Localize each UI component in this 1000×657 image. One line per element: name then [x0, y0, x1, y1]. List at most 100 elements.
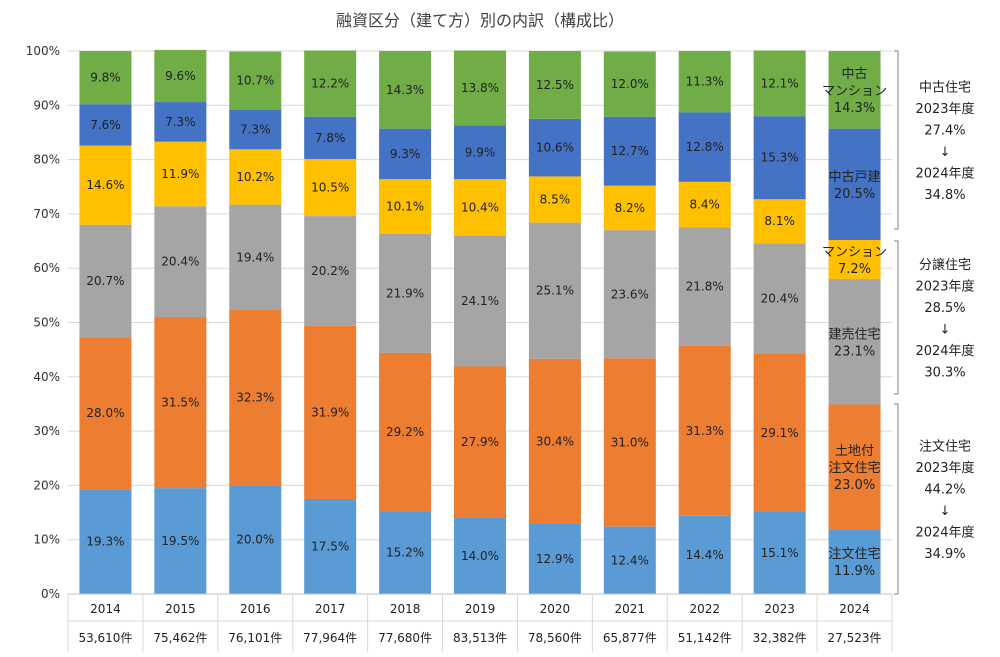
data-label: 土地付	[835, 444, 874, 459]
data-label: 9.3%	[390, 147, 421, 161]
data-label: 10.2%	[236, 170, 274, 184]
bars: 19.3% 28.0% 20.7% 14.6% 7.6% 9.8% 19.5% 31.5% 20…	[79, 49, 887, 594]
data-label: 20.7%	[86, 274, 124, 288]
bar-segment	[528, 523, 581, 594]
data-label: 12.4%	[611, 553, 649, 567]
data-label: 建売住宅	[829, 326, 881, 342]
data-label: 12.8%	[686, 140, 724, 154]
bar-segment	[603, 358, 656, 527]
y-tick-label: 60%	[33, 261, 60, 275]
data-label: 28.0%	[86, 406, 124, 420]
y-tick-label: 40%	[33, 370, 60, 384]
x-tick-label: 2023	[764, 602, 795, 616]
data-label: 10.1%	[386, 200, 424, 214]
data-label: 中古	[842, 67, 868, 82]
bar-segment	[304, 116, 357, 160]
y-tick-label: 30%	[33, 424, 60, 438]
bar-segment	[454, 235, 506, 367]
y-tick-label: 80%	[33, 153, 60, 167]
data-label: 15.3%	[761, 151, 799, 165]
x-tick-label: 2020	[540, 602, 571, 616]
data-label: 31.3%	[686, 424, 724, 438]
bar-segment	[828, 279, 881, 405]
data-label: 11.3%	[686, 75, 724, 89]
data-label: 19.4%	[236, 250, 274, 264]
side-annotation-label: 34.9%	[924, 547, 965, 562]
bar-segment	[229, 51, 282, 110]
bar-segment	[528, 222, 581, 359]
data-label: 7.8%	[315, 131, 346, 145]
bar-segment	[678, 181, 731, 228]
data-label: 20.4%	[761, 292, 799, 306]
bar-segment	[304, 498, 357, 594]
data-label: 12.9%	[536, 552, 574, 566]
bar-segment	[528, 176, 581, 223]
bar-segment	[379, 352, 432, 512]
x-tick-label: 2019	[465, 602, 496, 616]
x-tick-label: 2016	[240, 602, 271, 616]
data-label: 10.5%	[311, 181, 349, 195]
data-label: 9.9%	[465, 145, 496, 159]
bar-segment	[304, 216, 357, 326]
bar-segment	[828, 529, 881, 594]
data-label: 20.5%	[834, 187, 875, 202]
count-label: 32,382件	[753, 631, 807, 645]
bar-segment	[678, 51, 731, 113]
data-label: 20.2%	[311, 264, 349, 278]
count-label: 77,680件	[378, 631, 432, 645]
data-label: 23.6%	[611, 287, 649, 301]
data-label: 24.1%	[461, 294, 499, 308]
bar-segment	[304, 325, 357, 499]
data-label: 20.0%	[236, 533, 274, 547]
bar-segment	[828, 128, 881, 240]
data-label: 25.1%	[536, 284, 574, 298]
side-annotation-label: 27.4%	[924, 123, 965, 138]
count-label: 78,560件	[528, 631, 582, 645]
bar-segment	[154, 141, 207, 207]
bar-segment	[678, 227, 731, 346]
bar-segment	[603, 230, 656, 359]
data-label: 30.4%	[536, 434, 574, 448]
bar-segment	[154, 206, 207, 318]
data-label: 11.9%	[834, 564, 875, 579]
bar-segment	[753, 243, 806, 354]
y-tick-label: 20%	[33, 478, 60, 492]
side-annotation-label: 2023年度	[915, 278, 974, 294]
bar-segment	[304, 50, 357, 117]
bar-segment	[528, 358, 581, 524]
side-bracket	[894, 240, 899, 395]
data-label: 20.4%	[161, 255, 199, 269]
bar-segment	[678, 112, 731, 182]
x-tick-label: 2021	[615, 602, 646, 616]
data-label: 8.2%	[615, 201, 646, 215]
data-label: 注文住宅	[829, 547, 881, 562]
data-label: 27.9%	[461, 435, 499, 449]
data-label: 21.8%	[686, 280, 724, 294]
count-label: 27,523件	[828, 631, 882, 645]
data-label: 7.3%	[240, 122, 271, 136]
data-label: 10.7%	[236, 74, 274, 88]
bar-segment	[528, 118, 581, 177]
side-annotation-label: ↓	[940, 145, 951, 160]
bar-segment	[753, 353, 806, 513]
y-tick-label: 50%	[33, 316, 60, 330]
bar-segment	[454, 366, 506, 518]
data-label: マンション	[822, 84, 887, 99]
data-label: 15.1%	[761, 546, 799, 560]
y-tick-label: 0%	[41, 587, 60, 601]
data-label: 19.5%	[161, 534, 199, 548]
side-bracket	[894, 403, 899, 595]
data-label: 29.2%	[386, 425, 424, 439]
bar-segment	[79, 489, 132, 594]
bar-segment	[603, 116, 656, 186]
data-label: 8.4%	[689, 198, 720, 212]
data-label: 17.5%	[311, 539, 349, 553]
bar-segment	[379, 179, 432, 234]
bar-segment	[154, 488, 207, 594]
data-label: 14.3%	[834, 101, 875, 116]
side-annotation-label: 注文住宅	[919, 439, 971, 454]
data-label: 14.0%	[461, 549, 499, 563]
side-annotation-label: 44.2%	[924, 482, 965, 497]
data-label: 29.1%	[761, 426, 799, 440]
